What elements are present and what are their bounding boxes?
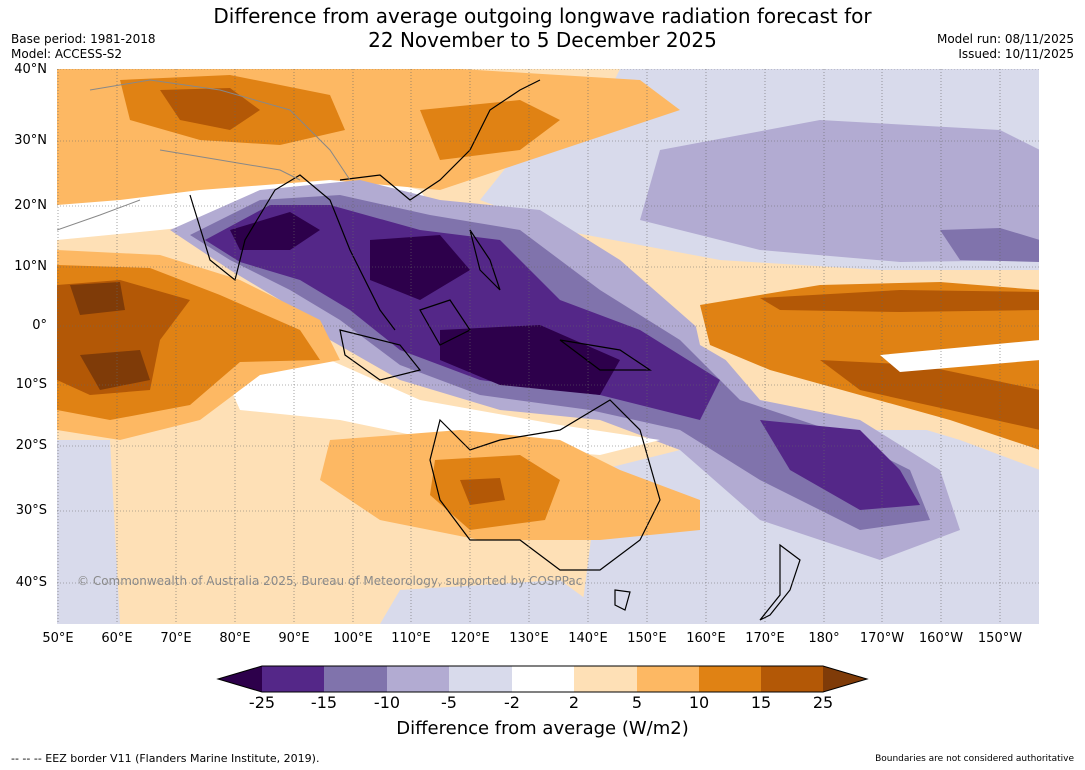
lat-label-40n: 40°N: [14, 62, 47, 77]
lon-label-150e: 150°E: [627, 631, 667, 646]
lat-label-40s: 40°S: [15, 575, 47, 590]
west-indian-max: [80, 350, 150, 390]
gridlines: [57, 69, 1039, 624]
colorbar-tick: 2: [568, 693, 580, 712]
pacific-positive-south: [820, 360, 1039, 430]
colorbar-extend-high: [823, 666, 867, 692]
lon-label-60e: 60°E: [101, 631, 133, 646]
model-name: Model: ACCESS-S2: [11, 47, 123, 61]
lon-label-170e: 170°E: [745, 631, 785, 646]
sw-negative-region: [57, 440, 120, 624]
sumatra-java-coast: [339, 329, 422, 381]
copyright-notice: © Commonwealth of Australia 2025, Bureau…: [77, 574, 583, 588]
title-line-1: Difference from average outgoing longwav…: [213, 4, 872, 28]
colorbar-tick: -5: [441, 693, 457, 712]
south-asia-coast: [189, 174, 396, 331]
lon-label-120e: 120°E: [450, 631, 490, 646]
colorbar-tick: -15: [310, 693, 338, 712]
lon-label-110e: 110°E: [391, 631, 431, 646]
country-borders: [57, 79, 351, 231]
lon-label-140e: 140°E: [568, 631, 608, 646]
border-line-2: [159, 149, 301, 181]
colorbar-extend-low: [218, 666, 262, 692]
lat-label-0: 0°: [32, 318, 47, 333]
colorbar-tick: 10: [688, 693, 710, 712]
bay-of-bengal-min: [230, 212, 320, 250]
new-zealand-coast: [759, 543, 801, 621]
colorbar-tick: 15: [750, 693, 772, 712]
border-line-1: [89, 79, 351, 181]
ne-negative-core: [640, 120, 1039, 262]
north-positive-inner: [160, 88, 260, 130]
lon-label-130e: 130°E: [509, 631, 549, 646]
lat-label-30s: 30°S: [15, 503, 47, 518]
pacific-positive-north: [760, 290, 1039, 312]
sw-pacific-negative-inner: [760, 420, 920, 510]
lon-label-150w: 150°W: [977, 631, 1023, 646]
anomaly-field: [57, 69, 1039, 624]
colorbar-bin-2: [324, 666, 387, 692]
colorbar-title: Difference from average (W/m2): [396, 718, 689, 739]
colorbar-bin-9: [761, 666, 823, 692]
tasmania-coast: [614, 589, 631, 611]
australia-coast: [429, 399, 661, 571]
lon-label-70e: 70°E: [160, 631, 192, 646]
colorbar-tick: -10: [373, 693, 401, 712]
model-run: Model run: 08/11/2025: [936, 32, 1074, 46]
lon-label-80e: 80°E: [219, 631, 251, 646]
lon-label-160w: 160°W: [918, 631, 964, 646]
lon-label-170w: 170°W: [859, 631, 905, 646]
new-guinea-coast: [559, 339, 652, 371]
australia-positive-inner: [460, 478, 505, 505]
lat-label-20n: 20°N: [14, 198, 47, 213]
eez-legend: -- -- -- EEZ border V11 (Flanders Marine…: [11, 752, 320, 765]
meta-right: Model run: 08/11/2025 Issued: 10/11/2025: [937, 32, 1074, 62]
colorbar-outline: [216, 665, 869, 693]
south-china-sea-min: [370, 235, 470, 300]
colorbar: [216, 665, 869, 693]
colorbar-bin-5: [512, 666, 574, 692]
map-title: Difference from average outgoing longwav…: [0, 4, 1085, 52]
lat-label-10n: 10°N: [14, 259, 47, 274]
lat-label-30n: 30°N: [14, 133, 47, 148]
base-period: Base period: 1981-2018: [11, 32, 156, 46]
west-indian-max-north: [70, 282, 125, 315]
colorbar-bin-4: [449, 666, 512, 692]
colorbar-tick: 5: [631, 693, 643, 712]
boundary-disclaimer: Boundaries are not considered authoritat…: [875, 754, 1074, 764]
s-negative-patch: [380, 580, 620, 624]
lat-label-10s: 10°S: [15, 377, 47, 392]
issued-date: Issued: 10/11/2025: [958, 47, 1074, 61]
lon-label-100e: 100°E: [333, 631, 373, 646]
coastlines: [189, 79, 801, 621]
meta-left: Base period: 1981-2018 Model: ACCESS-S2: [11, 32, 156, 62]
east-asia-coast: [339, 79, 541, 201]
lon-label-90e: 90°E: [278, 631, 310, 646]
title-line-2: 22 November to 5 December 2025: [368, 28, 717, 52]
colorbar-tick: -25: [248, 693, 276, 712]
colorbar-bin-8: [699, 666, 761, 692]
lon-label-160e: 160°E: [686, 631, 726, 646]
colorbar-tick: -2: [504, 693, 520, 712]
colorbar-bin-1: [262, 666, 324, 692]
pacific-neutral-gap: [880, 340, 1039, 372]
border-line-3: [57, 199, 141, 231]
lon-label-50e: 50°E: [42, 631, 74, 646]
philippines-coast: [469, 229, 501, 291]
lat-label-20s: 20°S: [15, 438, 47, 453]
ne-negative-inner: [940, 228, 1039, 262]
colorbar-bin-3: [387, 666, 449, 692]
colorbar-bin-7: [637, 666, 699, 692]
colorbar-bin-6: [574, 666, 637, 692]
lon-label-180: 180°: [808, 631, 840, 646]
east-china-positive: [420, 100, 560, 160]
colorbar-tick: 25: [812, 693, 834, 712]
